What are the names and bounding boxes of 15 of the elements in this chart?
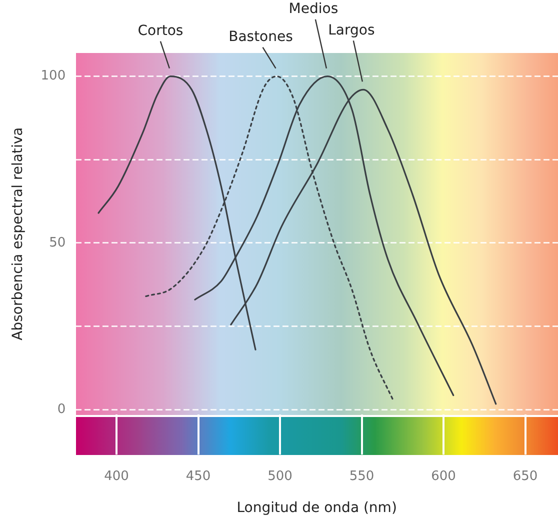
text: Cortos <box>138 22 184 39</box>
y-tick-label: 0 <box>57 402 66 417</box>
text: Medios <box>288 0 338 17</box>
y-axis-title: Absorbencia espectral relativa <box>10 127 26 340</box>
x-tick-label: 450 <box>186 468 211 484</box>
y-tick-label: 100 <box>40 68 66 84</box>
x-tick-label: 650 <box>512 468 538 484</box>
x-tick-label: 400 <box>104 468 129 484</box>
x-tick-label: 600 <box>431 468 456 484</box>
text: Bastones <box>228 28 293 45</box>
x-tick-label: 500 <box>268 468 292 484</box>
y-tick-label: 50 <box>49 235 66 250</box>
text: Largos <box>328 22 375 38</box>
x-axis-title: Longitud de onda (nm) <box>236 500 397 516</box>
x-tick-label: 550 <box>349 468 374 484</box>
